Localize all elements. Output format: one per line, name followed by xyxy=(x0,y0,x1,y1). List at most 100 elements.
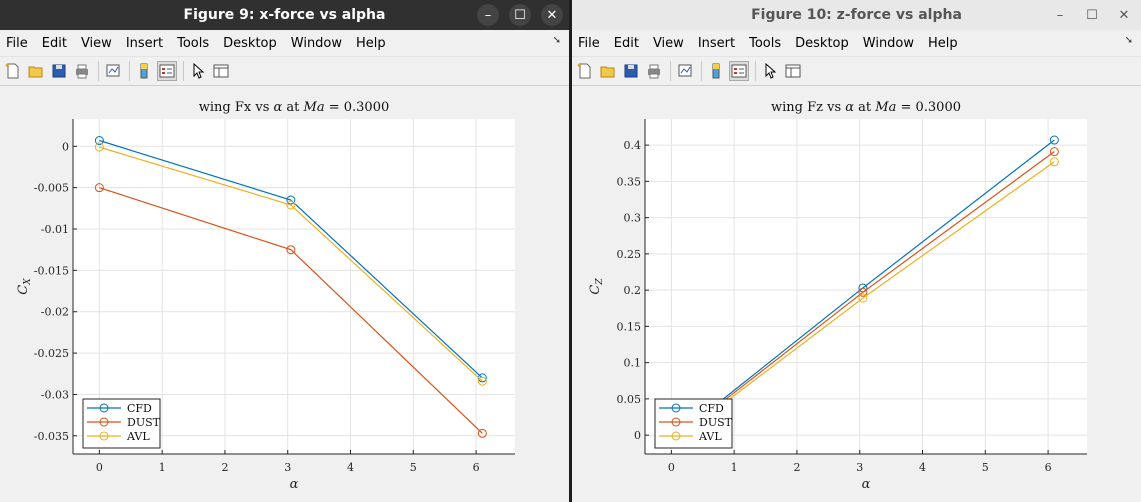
chart-fx[interactable]: 0 1 2 3 4 5 6 0 -0.005 -0.01 -0.015 -0.02 -0.025 -0.0… xyxy=(0,86,569,502)
x-tick-label: 2 xyxy=(221,461,228,474)
open-file-button[interactable] xyxy=(599,62,617,80)
menu-window[interactable]: Window xyxy=(290,35,343,51)
title-prefix: wing Fz vs xyxy=(771,100,845,115)
x-tick-label: 5 xyxy=(410,461,417,474)
legend-marker xyxy=(671,403,681,413)
menu-file[interactable]: File xyxy=(6,35,28,51)
x-tick-label: 2 xyxy=(793,461,800,474)
menu-expand-icon[interactable]: ➘ xyxy=(552,35,561,46)
data-point xyxy=(1049,135,1059,145)
link-button[interactable] xyxy=(676,62,694,80)
x-tick-label: 5 xyxy=(982,461,989,474)
menu-window[interactable]: Window xyxy=(862,35,915,51)
pointer-icon xyxy=(193,63,205,79)
printer-icon xyxy=(76,64,88,79)
legend-marker xyxy=(671,417,681,427)
save-button[interactable] xyxy=(622,62,640,80)
legend-icon xyxy=(159,64,175,78)
close-button[interactable]: ✕ xyxy=(1113,4,1135,26)
title-bar[interactable]: Figure 9: x-force vs alpha – ☐ ✕ xyxy=(0,0,569,30)
close-button[interactable]: ✕ xyxy=(541,4,563,26)
property-inspector-button[interactable] xyxy=(212,62,230,80)
menu-help[interactable]: Help xyxy=(928,35,958,51)
y-tick-label: -0.02 xyxy=(41,306,69,319)
property-inspector-button[interactable] xyxy=(784,62,802,80)
menu-view[interactable]: View xyxy=(80,35,112,51)
series-dust xyxy=(94,183,487,438)
link-button[interactable] xyxy=(104,62,122,80)
folder-open-icon xyxy=(28,66,43,78)
legend-label: AVL xyxy=(698,430,722,443)
menu-view[interactable]: View xyxy=(652,35,684,51)
y-tick-label: -0.025 xyxy=(34,347,69,360)
minimize-button[interactable]: – xyxy=(477,4,499,26)
y-tick-label: 0.35 xyxy=(617,175,642,188)
menu-insert[interactable]: Insert xyxy=(125,35,164,51)
series-line xyxy=(99,187,483,434)
open-file-button[interactable] xyxy=(27,62,45,80)
menu-insert[interactable]: Insert xyxy=(697,35,736,51)
menu-expand-icon[interactable]: ➘ xyxy=(1124,35,1133,46)
property-panel-icon xyxy=(785,64,801,78)
print-button[interactable] xyxy=(73,62,91,80)
data-point xyxy=(286,195,296,205)
new-figure-button[interactable] xyxy=(576,62,594,80)
close-icon: ✕ xyxy=(1118,7,1130,23)
x-tick-label: 1 xyxy=(731,461,738,474)
chart-title: wing Fz vs α at Ma = 0.3000 xyxy=(771,100,961,115)
legend-button[interactable] xyxy=(729,61,749,81)
y-tick-label: 0.15 xyxy=(617,320,642,333)
maximize-icon: ☐ xyxy=(1086,7,1098,23)
data-point xyxy=(1049,147,1059,157)
title-mid: at xyxy=(282,100,303,115)
print-button[interactable] xyxy=(645,62,663,80)
maximize-button[interactable]: ☐ xyxy=(509,4,531,26)
menu-desktop[interactable]: Desktop xyxy=(795,35,849,51)
legend-box xyxy=(82,398,161,449)
x-tick-label: 4 xyxy=(919,461,926,474)
plot-area: 0 1 2 3 4 5 6 0 0.05 0.1 0.15 0.2 0.25 0.3 0.35 0.4 wing… xyxy=(572,86,1141,502)
window-divider xyxy=(569,0,572,502)
data-point xyxy=(94,183,104,193)
menu-edit[interactable]: Edit xyxy=(41,35,67,51)
toolbar-separator xyxy=(129,61,130,81)
save-button[interactable] xyxy=(50,62,68,80)
menu-tools[interactable]: Tools xyxy=(749,35,782,51)
data-point xyxy=(1049,157,1059,167)
title-ma: Ma xyxy=(303,100,325,115)
menu-edit[interactable]: Edit xyxy=(613,35,639,51)
menu-tools[interactable]: Tools xyxy=(177,35,210,51)
title-bar[interactable]: Figure 10: z-force vs alpha – ☐ ✕ xyxy=(572,0,1141,30)
link-plot-icon xyxy=(678,64,692,77)
legend-button[interactable] xyxy=(157,61,177,81)
chart-fz[interactable]: 0 1 2 3 4 5 6 0 0.05 0.1 0.15 0.2 0.25 0.3 0.35 0.4 wing… xyxy=(572,86,1141,502)
new-figure-button[interactable] xyxy=(4,62,22,80)
edit-plot-button[interactable] xyxy=(189,62,207,80)
menu-desktop[interactable]: Desktop xyxy=(223,35,277,51)
folder-open-icon xyxy=(600,66,615,78)
y-tick-label: 0.4 xyxy=(624,139,642,152)
minimize-button[interactable]: – xyxy=(1049,4,1071,26)
x-tick-label: 0 xyxy=(96,461,103,474)
colorbar-button[interactable] xyxy=(135,62,153,80)
menu-help[interactable]: Help xyxy=(356,35,386,51)
menu-file[interactable]: File xyxy=(578,35,600,51)
minimize-icon: – xyxy=(1056,7,1064,23)
series-cfd xyxy=(94,136,487,383)
series-line xyxy=(671,151,1055,443)
link-plot-icon xyxy=(106,64,120,77)
x-tick-label: 1 xyxy=(159,461,166,474)
title-prefix: wing Fx vs xyxy=(199,100,274,115)
legend-label: AVL xyxy=(126,430,150,443)
y-tick-label: -0.035 xyxy=(34,430,69,443)
title-mid: at xyxy=(854,100,875,115)
edit-plot-button[interactable] xyxy=(761,62,779,80)
plot-area: 0 1 2 3 4 5 6 0 -0.005 -0.01 -0.015 -0.02 -0.025 -0.0… xyxy=(0,86,569,502)
maximize-button[interactable]: ☐ xyxy=(1081,4,1103,26)
y-tick-label: -0.03 xyxy=(41,388,69,401)
y-tick-label: 0 xyxy=(62,140,69,153)
toolbar-separator xyxy=(701,61,702,81)
colorbar-button[interactable] xyxy=(707,62,725,80)
x-tick-label: 3 xyxy=(856,461,863,474)
